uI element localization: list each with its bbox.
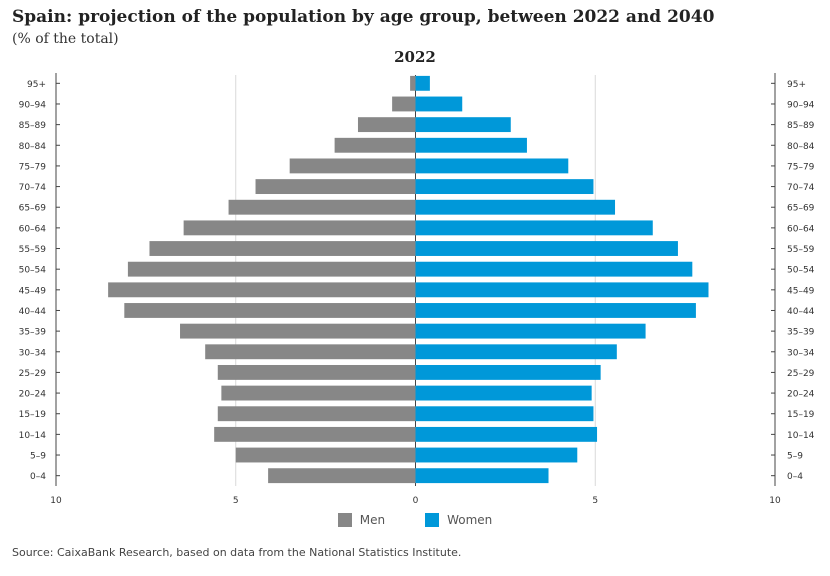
bar-women-50-54 <box>415 261 693 277</box>
bar-men-55-59 <box>149 241 416 256</box>
x-tick-label-1: 5 <box>233 496 239 506</box>
right-category-label-0-4: 0–4 <box>787 472 803 482</box>
left-category-label-10-14: 10–14 <box>19 431 47 441</box>
bar-women-15-19 <box>415 406 594 422</box>
x-tick-label-2: 0 <box>413 496 419 506</box>
source-note: Source: CaixaBank Research, based on dat… <box>12 546 462 559</box>
left-category-label-95+: 95+ <box>27 80 46 90</box>
right-category-label-20-24: 20–24 <box>787 390 815 400</box>
bar-women-95+ <box>415 75 430 91</box>
left-category-label-40-44: 40–44 <box>19 307 47 317</box>
bar-men-65-69 <box>228 199 416 215</box>
bar-men-20-24 <box>221 385 416 401</box>
bar-men-5-9 <box>235 447 416 463</box>
left-category-label-85-89: 85–89 <box>19 121 47 131</box>
right-category-label-95+: 95+ <box>787 80 806 90</box>
legend-swatch-women <box>425 513 440 527</box>
bar-men-35-39 <box>180 323 416 339</box>
chart-subtitle: (% of the total) <box>12 31 119 47</box>
bar-women-60-64 <box>415 220 653 236</box>
right-category-label-90-94: 90–94 <box>787 100 815 110</box>
bar-women-0-4 <box>415 468 549 484</box>
left-category-label-25-29: 25–29 <box>19 369 47 379</box>
bar-women-10-14 <box>415 426 598 442</box>
right-category-label-65-69: 65–69 <box>787 204 815 214</box>
bar-men-25-29 <box>217 364 416 380</box>
bar-men-90-94 <box>392 96 416 112</box>
left-category-label-50-54: 50–54 <box>19 266 47 276</box>
left-category-label-65-69: 65–69 <box>19 204 47 214</box>
right-category-label-45-49: 45–49 <box>787 286 815 296</box>
bar-women-90-94 <box>415 96 463 112</box>
right-category-label-10-14: 10–14 <box>787 431 815 441</box>
left-category-label-70-74: 70–74 <box>19 183 47 193</box>
left-category-label-80-84: 80–84 <box>19 142 47 152</box>
bar-women-5-9 <box>415 447 578 463</box>
right-category-label-75-79: 75–79 <box>787 162 815 172</box>
left-category-label-0-4: 0–4 <box>30 472 46 482</box>
right-category-label-55-59: 55–59 <box>787 245 815 255</box>
legend-item-women: Women <box>425 513 492 527</box>
legend: Men Women <box>0 513 830 527</box>
x-tick-label-3: 5 <box>592 496 598 506</box>
bar-women-85-89 <box>415 117 511 133</box>
bar-men-0-4 <box>268 468 416 484</box>
bar-women-80-84 <box>415 137 527 153</box>
x-tick-label-0: 10 <box>50 496 62 506</box>
right-category-label-15-19: 15–19 <box>787 410 815 420</box>
bar-men-30-34 <box>205 344 416 360</box>
right-category-label-85-89: 85–89 <box>787 121 815 131</box>
left-category-label-45-49: 45–49 <box>19 286 47 296</box>
bar-men-75-79 <box>289 158 416 174</box>
bar-men-85-89 <box>357 117 416 133</box>
bar-women-70-74 <box>415 179 594 195</box>
bar-women-30-34 <box>415 344 617 360</box>
bar-men-45-49 <box>108 282 416 298</box>
legend-label-men: Men <box>359 513 386 527</box>
bar-women-35-39 <box>415 323 646 339</box>
bar-men-50-54 <box>127 261 416 277</box>
population-pyramid-chart: 0–4 0–4 5–9 5–9 10–14 10–14 15–19 15–19 20–24 20–… <box>19 73 815 506</box>
bar-women-75-79 <box>415 158 569 174</box>
bar-women-40-44 <box>415 303 696 318</box>
bar-men-70-74 <box>255 179 416 195</box>
left-category-label-90-94: 90–94 <box>19 100 47 110</box>
left-category-label-55-59: 55–59 <box>19 245 47 255</box>
left-category-label-20-24: 20–24 <box>19 390 47 400</box>
bar-women-20-24 <box>415 385 592 401</box>
legend-label-women: Women <box>447 513 493 527</box>
chart-title: Spain: projection of the population by a… <box>12 7 715 27</box>
left-category-label-15-19: 15–19 <box>19 410 47 420</box>
right-category-label-25-29: 25–29 <box>787 369 815 379</box>
right-category-label-35-39: 35–39 <box>787 328 815 338</box>
bar-women-25-29 <box>415 364 601 380</box>
left-category-label-5-9: 5–9 <box>30 452 46 462</box>
legend-item-men: Men <box>337 513 386 527</box>
right-category-label-40-44: 40–44 <box>787 307 815 317</box>
left-category-label-35-39: 35–39 <box>19 328 47 338</box>
left-category-label-60-64: 60–64 <box>19 224 47 234</box>
bar-men-10-14 <box>214 426 416 442</box>
bar-men-40-44 <box>124 303 416 318</box>
bar-men-80-84 <box>334 137 416 153</box>
bar-women-45-49 <box>415 282 709 298</box>
bar-men-15-19 <box>217 406 416 422</box>
left-category-label-30-34: 30–34 <box>19 348 47 358</box>
bar-men-95+ <box>410 75 416 91</box>
bar-women-55-59 <box>415 241 678 256</box>
right-category-label-60-64: 60–64 <box>787 224 815 234</box>
bar-men-60-64 <box>183 220 416 236</box>
right-category-label-5-9: 5–9 <box>787 452 803 462</box>
right-category-label-80-84: 80–84 <box>787 142 815 152</box>
right-category-label-50-54: 50–54 <box>787 266 815 276</box>
right-category-label-30-34: 30–34 <box>787 348 815 358</box>
left-category-label-75-79: 75–79 <box>19 162 47 172</box>
bar-women-65-69 <box>415 199 616 215</box>
panel-title: 2022 <box>394 48 436 66</box>
x-tick-label-4: 10 <box>769 496 781 506</box>
right-category-label-70-74: 70–74 <box>787 183 815 193</box>
legend-swatch-men <box>337 513 352 527</box>
